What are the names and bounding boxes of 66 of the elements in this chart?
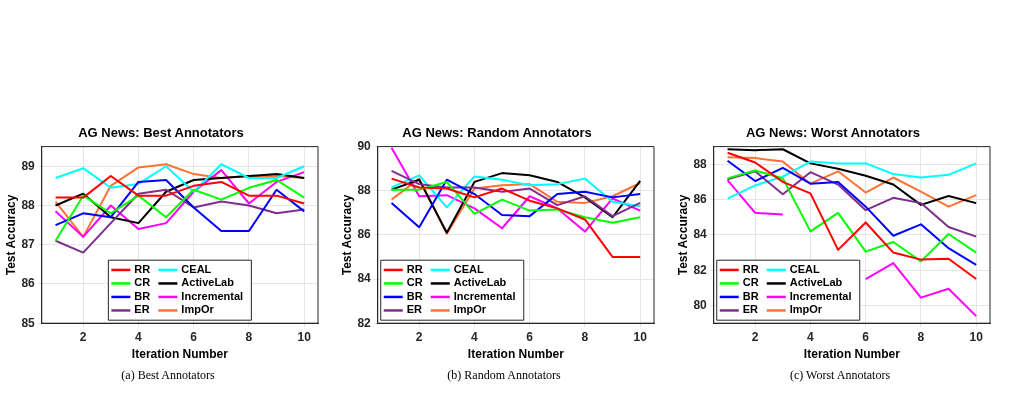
x-axis-title: Iteration Number: [131, 347, 229, 362]
chart-title: AG News: Worst Annotators: [745, 125, 921, 141]
y-tick-label: 88: [693, 156, 708, 171]
legend-label: RR: [134, 262, 151, 275]
y-tick-label: 87: [21, 237, 36, 252]
x-tick-label: 10: [969, 329, 984, 344]
x-tick-label: 4: [807, 329, 815, 344]
legend-label: ER: [742, 303, 759, 316]
x-tick-label: 2: [79, 329, 87, 344]
x-axis-title: Iteration Number: [803, 347, 901, 362]
legend-label: Incremental: [453, 289, 516, 302]
x-tick-label: 8: [245, 329, 253, 344]
legend-label: ImpOr: [789, 303, 823, 316]
y-tick-label: 84: [693, 227, 708, 242]
x-axis-title: Iteration Number: [467, 347, 565, 362]
legend-label: CEAL: [789, 262, 820, 275]
chart-title: AG News: Best Annotators: [78, 125, 244, 141]
legend-label: ER: [134, 303, 150, 316]
legend-label: BR: [406, 289, 423, 302]
y-axis-title: Test Accuracy: [675, 194, 690, 276]
legend-label: CR: [742, 276, 759, 289]
legend-label: ActiveLab: [789, 276, 843, 289]
y-tick-label: 86: [357, 227, 372, 242]
y-tick-label: 80: [693, 297, 708, 312]
x-tick-label: 10: [633, 329, 648, 344]
legend-label: CEAL: [181, 262, 212, 275]
legend-label: BR: [134, 289, 151, 302]
x-tick-label: 4: [135, 329, 143, 344]
x-tick-label: 4: [471, 329, 479, 344]
chart-title: AG News: Random Annotators: [402, 125, 592, 141]
x-tick-label: 6: [862, 329, 870, 344]
y-tick-label: 84: [357, 271, 372, 286]
x-tick-label: 6: [190, 329, 198, 344]
y-tick-label: 90: [357, 138, 372, 153]
x-tick-label: 8: [581, 329, 589, 344]
legend-label: Incremental: [181, 289, 244, 302]
y-tick-label: 88: [21, 197, 36, 212]
y-tick-label: 82: [693, 262, 708, 277]
legend-label: BR: [742, 289, 759, 302]
x-tick-label: 10: [297, 329, 312, 344]
y-tick-label: 88: [357, 183, 372, 198]
legend-label: Incremental: [789, 289, 852, 302]
y-tick-label: 85: [21, 315, 36, 330]
y-axis-title: Test Accuracy: [3, 194, 18, 276]
x-tick-label: 2: [415, 329, 423, 344]
legend-label: ImpOr: [181, 303, 215, 316]
y-tick-label: 86: [21, 276, 36, 291]
legend-label: ActiveLab: [453, 276, 507, 289]
x-tick-label: 8: [917, 329, 925, 344]
x-tick-label: 6: [526, 329, 534, 344]
legend-label: ActiveLab: [181, 276, 235, 289]
legend-label: RR: [742, 262, 759, 275]
x-tick-label: 2: [751, 329, 759, 344]
legend-label: CEAL: [453, 262, 484, 275]
legend-label: CR: [134, 276, 151, 289]
text: (a) Best Annotators: [121, 368, 215, 383]
text: (c) Worst Annotators: [789, 368, 891, 383]
legend-label: ER: [406, 303, 423, 316]
y-tick-label: 86: [693, 191, 708, 206]
legend-label: ImpOr: [453, 303, 487, 316]
y-tick-label: 89: [21, 158, 36, 173]
text: (b) Random Annotators: [447, 368, 561, 383]
legend-label: CR: [406, 276, 423, 289]
y-axis-title: Test Accuracy: [339, 194, 354, 276]
legend-label: RR: [406, 262, 423, 275]
y-tick-label: 82: [357, 315, 372, 330]
